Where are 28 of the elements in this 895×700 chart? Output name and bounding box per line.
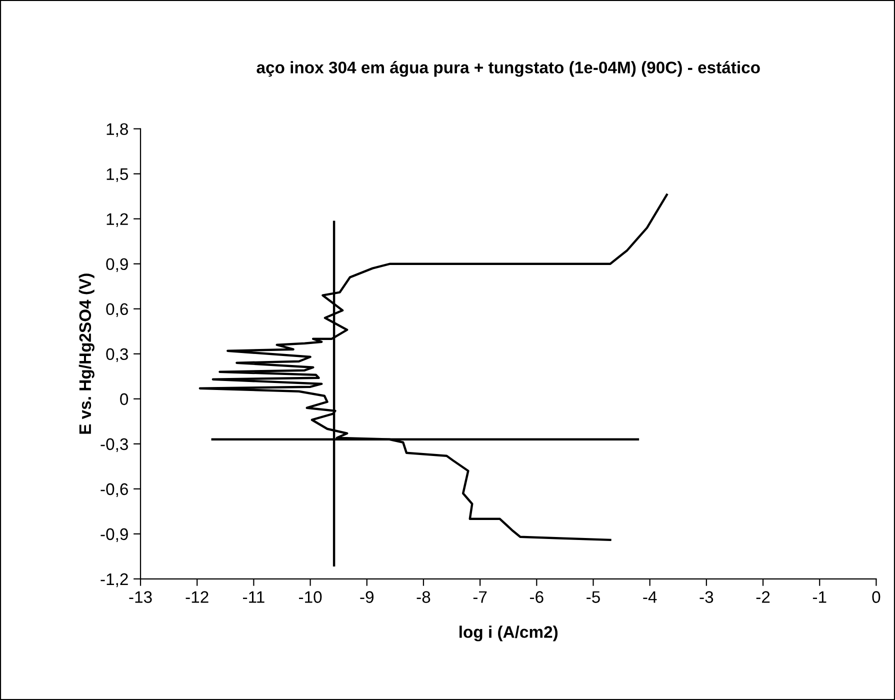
x-tick-label: -5 — [586, 591, 600, 603]
x-tick-label: -8 — [416, 591, 430, 603]
x-tick-label: -2 — [756, 591, 770, 603]
x-tick-label: -10 — [298, 591, 322, 603]
y-tick-label: -0,3 — [100, 438, 128, 452]
x-tick-label: -13 — [129, 591, 152, 603]
x-tick-label: -7 — [473, 591, 487, 603]
x-tick-label: 0 — [872, 591, 880, 603]
x-tick-label: -1 — [812, 591, 826, 603]
y-tick-label: 1,8 — [106, 123, 128, 137]
x-tick-label: -3 — [700, 591, 714, 603]
y-tick-label: 1,2 — [106, 213, 128, 227]
x-tick-label: -12 — [186, 591, 208, 603]
x-tick-label: -11 — [243, 591, 264, 603]
y-tick-label: 1,5 — [106, 168, 128, 182]
x-tick-label: -9 — [360, 591, 374, 603]
y-tick-label: -0,9 — [100, 528, 128, 542]
y-tick-label: 0,6 — [106, 303, 128, 318]
x-tick-label: -4 — [643, 591, 657, 603]
y-tick-label: -1,2 — [100, 573, 128, 588]
y-tick-label: 0 — [120, 393, 128, 406]
y-tick-label: -0,6 — [100, 483, 128, 498]
y-axis-title: E vs. Hg/Hg2SO4 (V) — [78, 274, 94, 434]
x-axis-title: log i (A/cm2) — [460, 626, 558, 642]
y-tick-label: 0,9 — [106, 258, 128, 272]
chart-title: aço inox 304 em água pura + tungstato (1e-04M) (90C) - estático — [256, 61, 760, 77]
y-tick-label: 0,3 — [106, 348, 128, 362]
x-tick-label: -6 — [530, 591, 544, 603]
